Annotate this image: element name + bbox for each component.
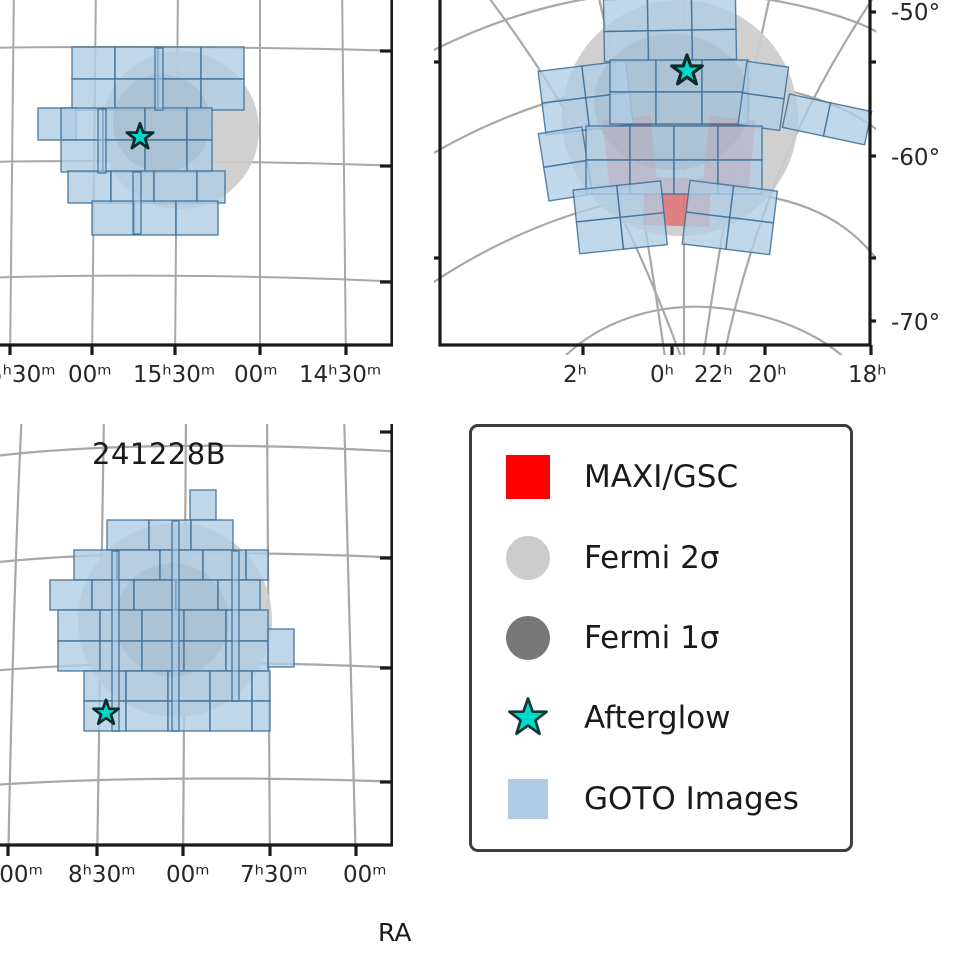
- goto-tile-group: [537, 0, 873, 256]
- axis-frame: [0, 0, 393, 347]
- ra-tick-label: 0ʰ: [650, 362, 674, 388]
- ra-tick-label: 20ʰ: [748, 362, 787, 388]
- ra-tick-label: ʰ00ᵐ: [0, 862, 43, 888]
- tick-marks: [6, 430, 393, 856]
- ra-tick-label: 00ᵐ: [166, 862, 210, 888]
- dec-tick-marks: [380, 49, 393, 284]
- panel-bottom-left: [0, 424, 393, 856]
- ra-tick-label: 00ᵐ: [68, 362, 112, 388]
- fermi-1sigma-swatch-icon: [472, 615, 584, 660]
- afterglow-marker: [670, 53, 704, 86]
- legend-label-fermi-1sigma: Fermi 1σ: [584, 619, 720, 656]
- legend-label-fermi-2sigma: Fermi 2σ: [584, 539, 720, 576]
- afterglow-marker: [92, 698, 120, 726]
- tick-marks: [434, 10, 876, 355]
- ra-tick-label: 5ʰ30ᵐ: [0, 362, 56, 388]
- afterglow-star-icon: [472, 694, 584, 742]
- legend-item-goto-images: GOTO Images: [472, 762, 850, 836]
- ra-tick-label: 18ʰ: [848, 362, 887, 388]
- goto-images-swatch-icon: [472, 778, 584, 819]
- fermi-2sigma-swatch-icon: [472, 535, 584, 580]
- ra-tick-label: 00ᵐ: [234, 362, 278, 388]
- ra-tick-marks: [8, 345, 348, 355]
- x-axis-label: RA: [378, 918, 412, 947]
- maxi-gsc-swatch-icon: [472, 455, 584, 500]
- goto-tile-group: [37, 46, 245, 236]
- ra-tick-label: 14ʰ30ᵐ: [299, 362, 382, 388]
- legend-item-fermi-2sigma: Fermi 2σ: [472, 521, 850, 595]
- legend-label-maxi-gsc: MAXI/GSC: [584, 459, 739, 496]
- legend-item-maxi-gsc: MAXI/GSC: [472, 440, 850, 514]
- legend-box: MAXI/GSC Fermi 2σ Fermi 1σ Afterglow: [469, 424, 853, 852]
- goto-tile-group: [49, 489, 295, 732]
- ra-tick-label: 2ʰ: [563, 362, 587, 388]
- panel-top-left: [0, 0, 393, 355]
- axis-frame: [0, 424, 393, 847]
- ra-tick-label: 8ʰ30ᵐ: [68, 862, 136, 888]
- dec-tick-label: -50°: [891, 0, 941, 26]
- panel-title-bottom-left: 241228B: [92, 437, 227, 471]
- ra-tick-label: 7ʰ30ᵐ: [240, 862, 308, 888]
- axis-frame: [438, 0, 872, 347]
- dec-tick-label: -60°: [891, 145, 941, 171]
- dec-tick-label: -70°: [891, 310, 941, 336]
- afterglow-marker: [125, 121, 155, 150]
- ra-tick-label: 15ʰ30ᵐ: [133, 362, 216, 388]
- ra-tick-label: 22ʰ: [694, 362, 733, 388]
- legend-label-goto-images: GOTO Images: [584, 780, 799, 817]
- panel-top-right: [434, 0, 876, 355]
- ra-tick-label: 00ᵐ: [343, 862, 387, 888]
- legend-item-fermi-1sigma: Fermi 1σ: [472, 601, 850, 675]
- legend-item-afterglow: Afterglow: [472, 681, 850, 755]
- legend-label-afterglow: Afterglow: [584, 700, 731, 737]
